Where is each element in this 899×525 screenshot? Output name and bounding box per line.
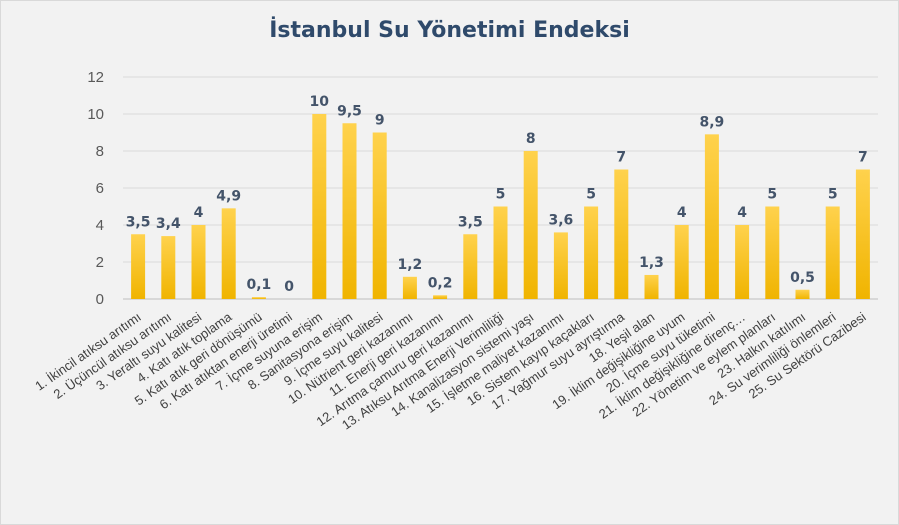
bar (191, 225, 206, 299)
y-tick-label: 10 (87, 106, 104, 123)
data-label: 4,9 (216, 188, 241, 204)
data-label: 0 (284, 279, 294, 295)
y-tick-label: 8 (96, 143, 104, 160)
bar (704, 134, 719, 299)
bar (765, 206, 780, 299)
y-tick-label: 6 (96, 180, 104, 197)
y-tick-label: 2 (96, 254, 104, 271)
data-label: 10 (310, 94, 330, 110)
bar (402, 276, 417, 299)
data-label: 9,5 (337, 103, 362, 119)
data-label: 5 (828, 187, 838, 203)
bar (795, 289, 810, 299)
chart-title: İstanbul Su Yönetimi Endeksi (269, 18, 630, 43)
data-label: 8,9 (699, 114, 724, 130)
bars (131, 114, 870, 299)
bar (161, 236, 176, 299)
data-label: 9 (375, 113, 385, 129)
bar (251, 297, 266, 299)
data-label: 4 (737, 205, 747, 221)
bar (584, 206, 599, 299)
y-axis-ticks: 0 2 4 6 8 10 12 (87, 69, 104, 308)
data-label: 5 (586, 187, 596, 203)
y-tick-label: 4 (96, 217, 104, 234)
bar (372, 132, 387, 299)
bar (553, 232, 568, 299)
y-tick-label: 12 (87, 69, 104, 86)
data-label: 0,2 (428, 275, 453, 291)
data-label: 8 (526, 131, 536, 147)
data-label: 7 (616, 150, 626, 166)
bar (825, 206, 840, 299)
bar (735, 225, 750, 299)
data-label: 3,6 (548, 212, 573, 228)
data-label: 1,3 (639, 255, 664, 271)
y-tick-label: 0 (96, 291, 104, 308)
bar (131, 234, 146, 299)
data-label: 0,5 (790, 270, 815, 286)
bar (433, 295, 448, 299)
data-label: 7 (858, 150, 868, 166)
bar (674, 225, 689, 299)
data-label: 3,5 (458, 214, 483, 230)
bar (221, 208, 236, 299)
bar (493, 206, 508, 299)
bar (523, 151, 538, 299)
data-label: 3,5 (126, 214, 151, 230)
data-labels: 3,5 3,4 4 4,9 0,1 0 10 9,5 9 1,2 0,2 3,5 5 8 3,6 5 7 1,3 4… (126, 94, 868, 295)
data-label: 5 (767, 187, 777, 203)
bar (855, 169, 870, 299)
bar (463, 234, 478, 299)
data-label: 4 (194, 205, 204, 221)
data-label: 1,2 (397, 257, 422, 273)
bar (614, 169, 629, 299)
data-label: 3,4 (156, 216, 181, 232)
bar (312, 114, 327, 299)
bar (342, 123, 357, 299)
data-label: 5 (496, 187, 506, 203)
data-label: 4 (677, 205, 687, 221)
bar (644, 274, 659, 299)
data-label: 0,1 (246, 277, 271, 293)
